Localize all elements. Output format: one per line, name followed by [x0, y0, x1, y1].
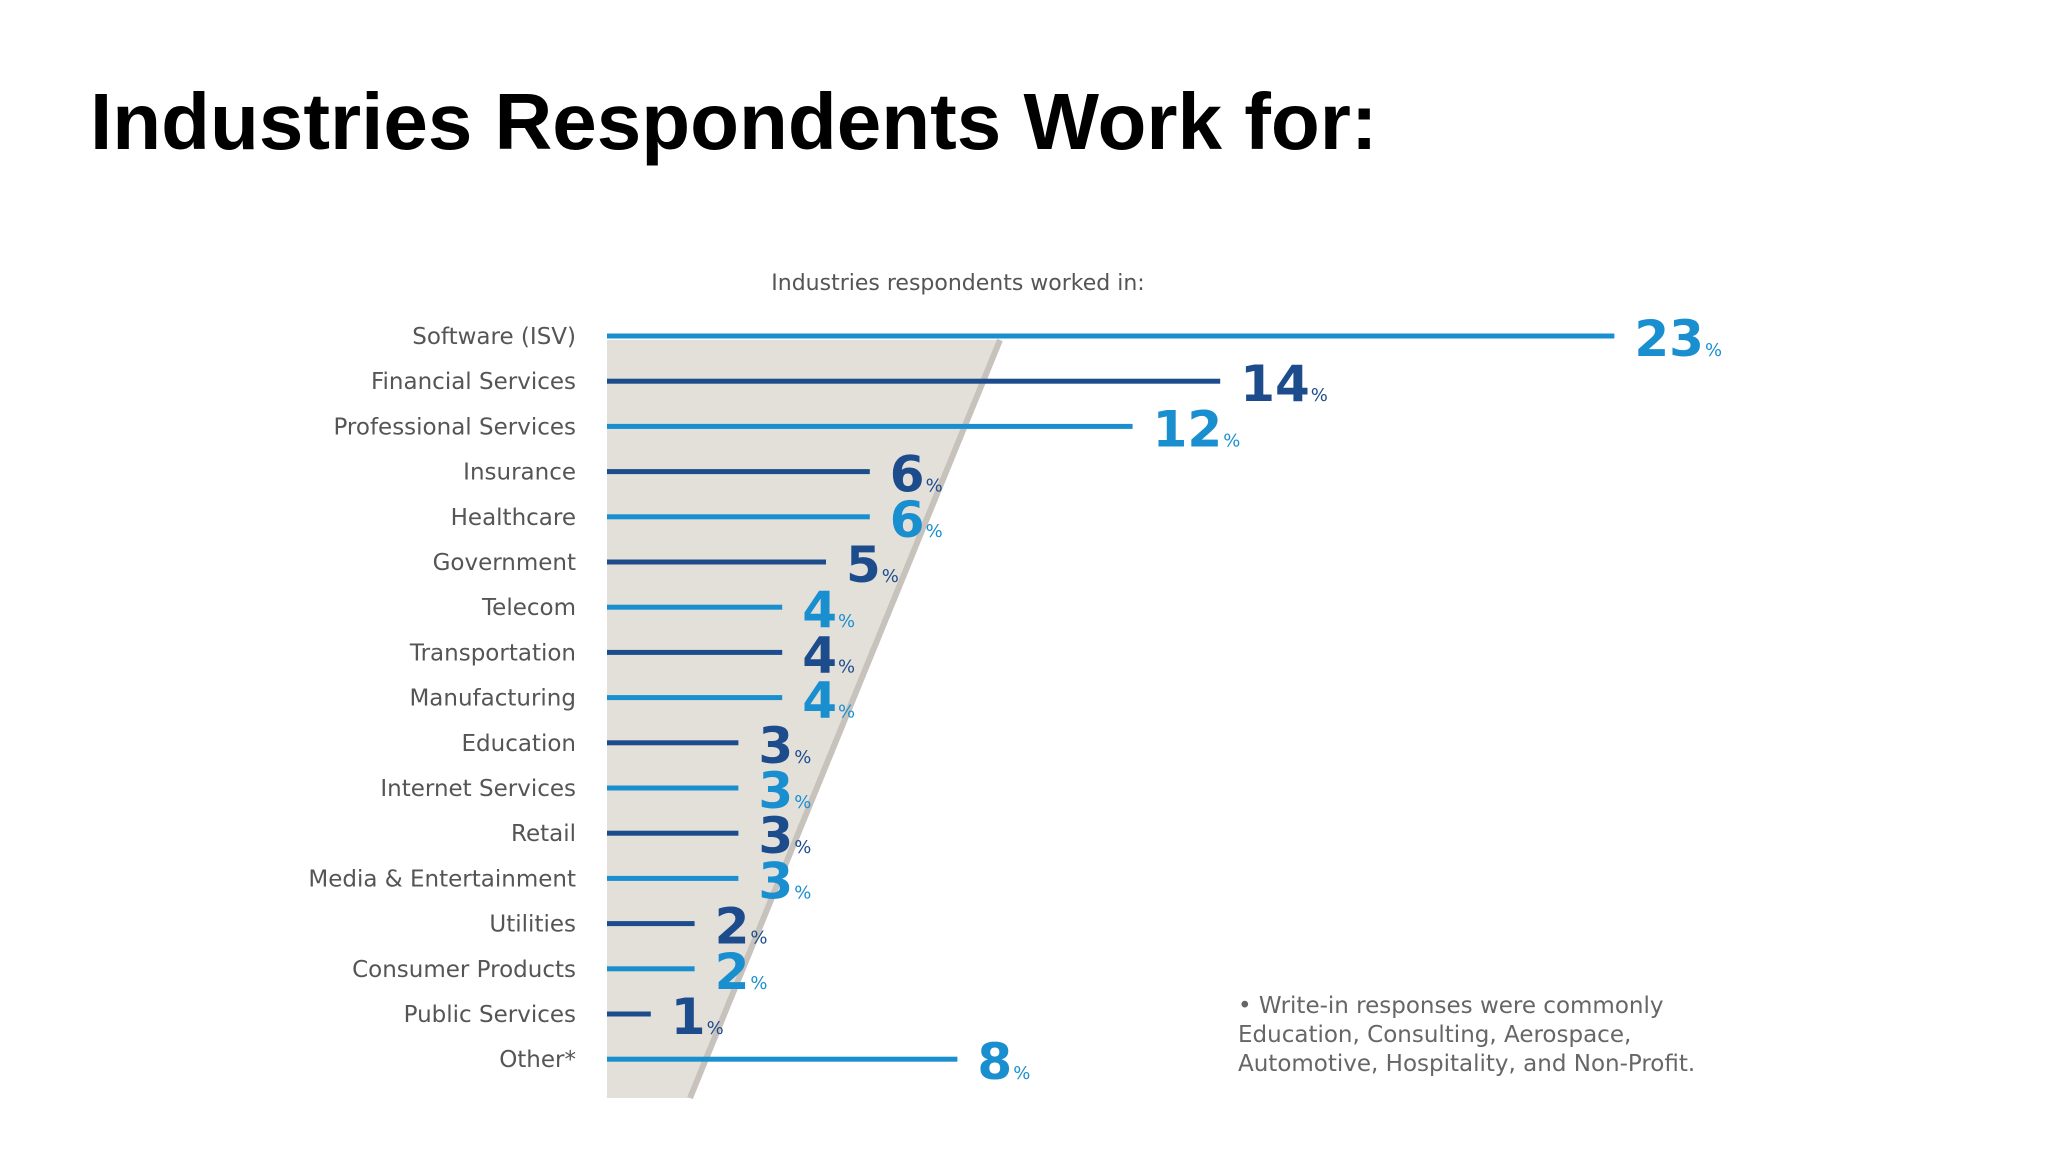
category-label: Public Services	[404, 1002, 576, 1028]
bar	[607, 649, 783, 655]
bar-row: Retail 3%	[511, 807, 811, 865]
category-label: Insurance	[463, 460, 576, 486]
category-label: Government	[433, 550, 576, 576]
bar	[607, 1056, 958, 1062]
value-label: 3%	[758, 852, 811, 910]
bar	[607, 559, 826, 565]
bar-row: Healthcare 6%	[451, 491, 943, 549]
category-label: Transportation	[409, 640, 576, 666]
category-label: Utilities	[489, 912, 576, 938]
category-label: Other*	[499, 1047, 576, 1073]
bar-row: Media & Entertainment 3%	[308, 852, 811, 910]
value-label: 6%	[890, 446, 943, 504]
bar-row: Other* 8%	[499, 1033, 1030, 1091]
bar	[607, 378, 1221, 384]
bar	[607, 966, 695, 972]
wedge-fill	[607, 340, 1000, 1098]
category-label: Retail	[511, 821, 576, 847]
bar-row: Public Services 1%	[404, 988, 724, 1046]
bar	[607, 875, 739, 881]
category-label: Manufacturing	[409, 686, 576, 712]
value-label: 4%	[802, 672, 855, 730]
footnote: • Write-in responses were commonly Educa…	[1238, 993, 1696, 1077]
bar	[607, 830, 739, 836]
bar-row: Government 5%	[433, 536, 899, 594]
bar	[607, 333, 1615, 339]
bar-row: Education 3%	[461, 717, 811, 775]
category-label: Internet Services	[380, 776, 576, 802]
value-label: 23%	[1634, 310, 1722, 368]
category-label: Media & Entertainment	[308, 866, 576, 892]
bar	[607, 785, 739, 791]
bar	[607, 514, 870, 520]
value-label: 1%	[671, 988, 724, 1046]
category-label: Education	[461, 731, 576, 757]
value-label: 4%	[802, 581, 855, 639]
bar	[607, 1011, 651, 1017]
bar-row: Software (ISV) 23%	[412, 310, 1722, 368]
value-label: 12%	[1153, 400, 1241, 458]
value-label: 3%	[758, 717, 811, 775]
chart-title: Industries respondents worked in:	[771, 271, 1144, 296]
bar	[607, 740, 739, 746]
value-label: 2%	[715, 943, 768, 1001]
slide-title: Industries Respondents Work for:	[90, 77, 1378, 166]
category-label: Professional Services	[333, 414, 576, 440]
bar-row: Consumer Products 2%	[352, 943, 767, 1001]
bar-row: Transportation 4%	[409, 626, 855, 684]
category-label: Consumer Products	[352, 957, 576, 983]
value-label: 8%	[977, 1033, 1030, 1091]
value-label: 3%	[758, 807, 811, 865]
category-label: Healthcare	[451, 505, 576, 531]
bar	[607, 695, 783, 701]
bar-row: Professional Services 12%	[333, 400, 1240, 458]
value-label: 4%	[802, 626, 855, 684]
bar-row: Utilities 2%	[489, 898, 767, 956]
bar-row: Telecom 4%	[481, 581, 855, 639]
wedge-edge	[687, 338, 1003, 1100]
value-label: 5%	[846, 536, 899, 594]
category-label: Financial Services	[371, 369, 576, 395]
bar-row: Internet Services 3%	[380, 762, 811, 820]
bar-row: Manufacturing 4%	[409, 672, 855, 730]
value-label: 3%	[758, 762, 811, 820]
value-label: 2%	[715, 898, 768, 956]
value-label: 14%	[1240, 355, 1328, 413]
bar	[607, 604, 783, 610]
bar-row: Financial Services 14%	[371, 355, 1328, 413]
category-label: Telecom	[481, 595, 576, 621]
background-wedge	[607, 338, 1003, 1100]
bar	[607, 921, 695, 927]
bar	[607, 423, 1133, 429]
value-label: 6%	[890, 491, 943, 549]
category-label: Software (ISV)	[412, 324, 576, 350]
bar-group: Software (ISV) 23%Financial Services 14%Pr…	[308, 310, 1722, 1091]
bar	[607, 469, 870, 475]
bar-row: Insurance 6%	[463, 446, 943, 504]
